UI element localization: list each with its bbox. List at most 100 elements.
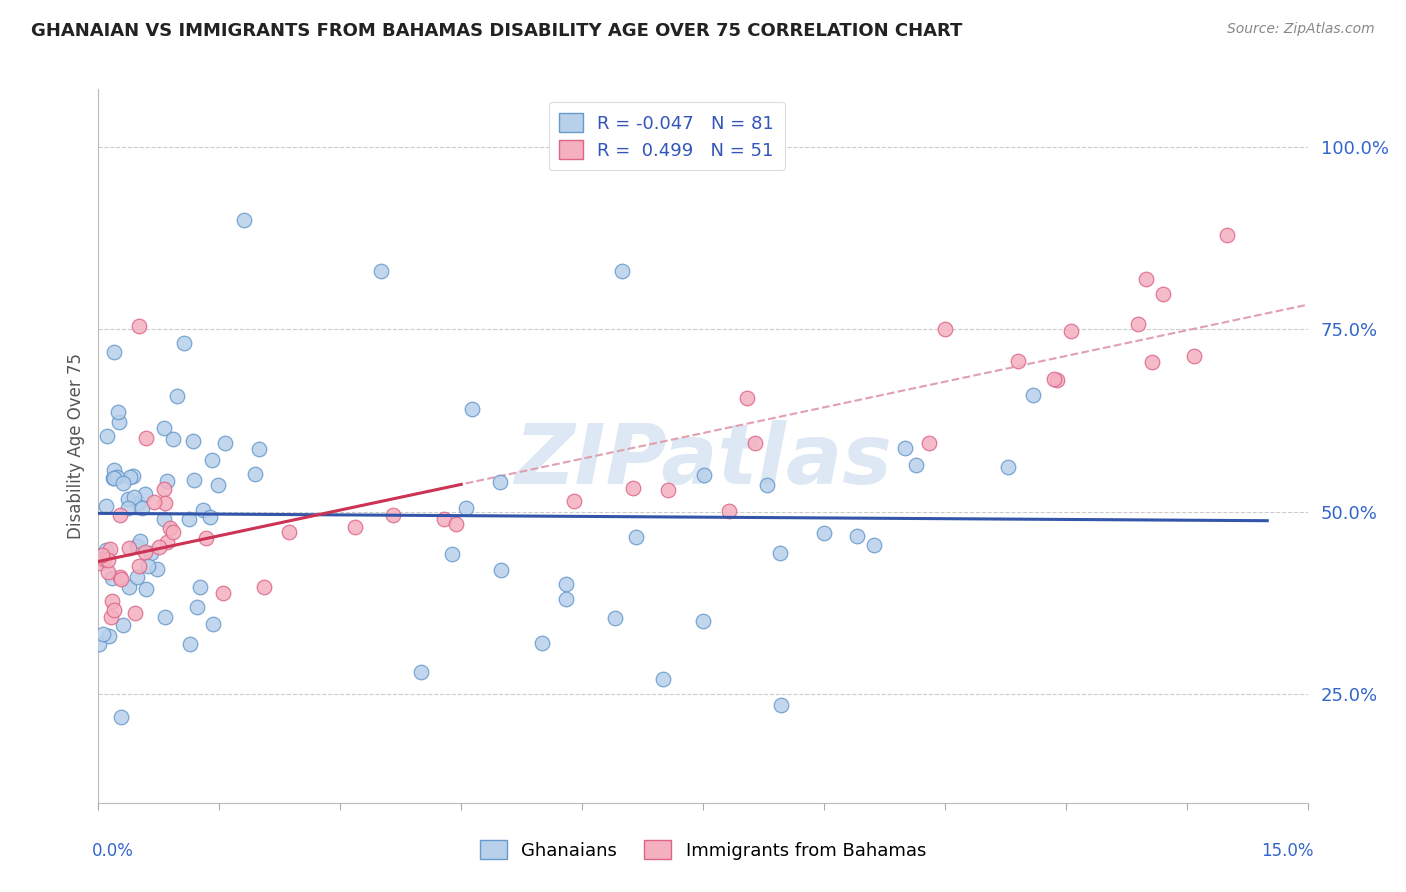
Point (603, 611, 626, 625)
Point (98, 542, 121, 557)
Point (863, 538, 886, 552)
Point (101, 571, 124, 585)
Point (153, 421, 176, 435)
Point (1142, 355, 1164, 369)
Point (1216, 227, 1239, 242)
Point (1135, 271, 1157, 285)
Point (1007, 354, 1029, 368)
Point (110, 709, 132, 723)
Point (142, 495, 165, 509)
Point (129, 534, 152, 549)
Point (997, 460, 1019, 475)
Point (626, 530, 648, 544)
Point (755, 478, 778, 492)
Point (103, 603, 125, 617)
Point (555, 591, 578, 606)
Point (1060, 324, 1083, 338)
Point (100, 610, 122, 624)
Point (444, 516, 467, 531)
Point (433, 512, 456, 526)
Point (124, 606, 146, 620)
Point (491, 563, 513, 577)
Point (127, 569, 149, 583)
Point (128, 559, 150, 574)
Point (769, 546, 792, 560)
Point (191, 502, 214, 516)
Point (108, 415, 131, 429)
Point (166, 389, 188, 403)
Point (120, 469, 142, 483)
Point (122, 490, 145, 504)
Point (247, 442, 270, 456)
Point (128, 318, 150, 333)
Point (718, 504, 741, 518)
Point (107, 405, 129, 419)
Point (141, 546, 163, 560)
Point (135, 582, 157, 596)
Point (657, 483, 679, 498)
Point (621, 482, 644, 496)
Point (96, 429, 118, 443)
Point (93, 551, 115, 566)
Point (441, 547, 464, 561)
Point (1046, 372, 1069, 386)
Point (179, 512, 201, 526)
Point (194, 531, 217, 545)
Point (156, 534, 179, 549)
Point (211, 586, 233, 600)
Point (651, 672, 673, 686)
Point (103, 345, 125, 359)
Point (456, 501, 478, 516)
Point (555, 577, 578, 591)
Point (101, 593, 124, 607)
Point (381, 508, 404, 522)
Point (1128, 317, 1150, 331)
Point (918, 436, 941, 450)
Text: 0.0%: 0.0% (93, 842, 134, 860)
Point (181, 434, 204, 449)
Point (96, 566, 118, 580)
Point (735, 391, 758, 405)
Legend: R = -0.047   N = 81, R =  0.499   N = 51: R = -0.047 N = 81, R = 0.499 N = 51 (548, 102, 785, 170)
Point (461, 401, 484, 416)
Point (530, 635, 553, 649)
Point (110, 572, 132, 586)
Point (253, 581, 276, 595)
Point (103, 463, 125, 477)
Point (117, 500, 139, 515)
Point (894, 442, 917, 456)
Point (179, 636, 201, 650)
Text: GHANAIAN VS IMMIGRANTS FROM BAHAMAS DISABILITY AGE OVER 75 CORRELATION CHART: GHANAIAN VS IMMIGRANTS FROM BAHAMAS DISA… (31, 22, 962, 40)
Point (153, 482, 176, 496)
Point (89, 637, 111, 651)
Point (110, 508, 132, 523)
Point (117, 492, 139, 507)
Point (162, 524, 184, 539)
Point (278, 525, 301, 540)
Point (770, 698, 793, 712)
Point (813, 526, 835, 541)
Point (173, 336, 195, 351)
Point (122, 469, 145, 483)
Point (152, 512, 174, 526)
Point (207, 477, 229, 491)
Point (91, 627, 114, 641)
Point (343, 520, 366, 534)
Point (134, 487, 156, 501)
Point (101, 471, 124, 485)
Point (693, 468, 716, 483)
Point (127, 496, 149, 510)
Point (846, 529, 869, 543)
Point (136, 559, 159, 574)
Point (156, 474, 179, 488)
Point (89, 557, 111, 571)
Point (612, 264, 634, 278)
Point (692, 614, 714, 628)
Point (564, 493, 586, 508)
Point (904, 458, 927, 473)
Point (188, 580, 211, 594)
Point (183, 473, 205, 487)
Point (135, 432, 157, 446)
Point (245, 467, 267, 481)
Point (153, 610, 176, 624)
